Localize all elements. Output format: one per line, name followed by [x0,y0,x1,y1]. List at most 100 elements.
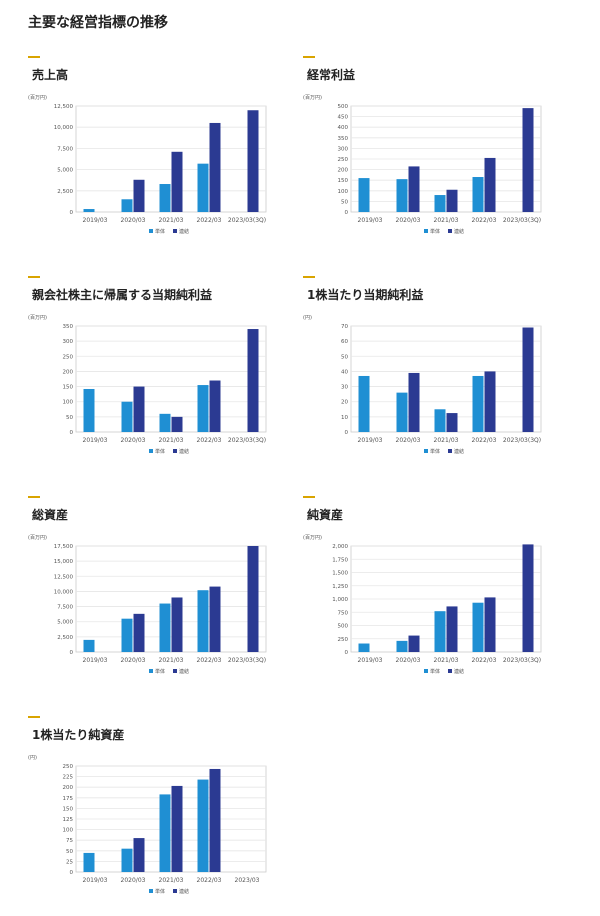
x-tick-label: 2022/03 [197,437,222,444]
y-tick-label: 7,500 [57,605,73,611]
y-tick-label: 50 [341,199,348,205]
unit-label: (百万円) [303,535,322,541]
bar-chart: 0 2,500 5,000 7,500 10,000 12,500 2019/03 2020/… [54,104,267,235]
legend-label: 連結 [179,888,189,895]
legend-swatch [173,449,177,453]
y-tick-label: 12,500 [54,574,74,580]
y-tick-label: 150 [63,806,74,812]
bar-tantai [472,602,484,652]
y-tick-label: 150 [338,178,349,184]
bar-chart: 0 50 100 150 200 250 300 350 400 450 500 2019/03 202… [338,104,542,235]
y-tick-label: 125 [63,817,74,823]
y-tick-label: 300 [63,339,74,345]
legend-swatch [173,889,177,893]
x-tick-label: 2020/03 [121,657,146,664]
bar-tantai [472,177,484,212]
bar-chart: 0 10 20 30 40 50 60 70 2019/03 2020/03 2021/03 2022… [341,324,542,455]
bar-tantai [83,388,95,432]
bar-tantai [159,603,171,652]
y-tick-label: 2,500 [57,635,73,641]
bar-renketsu [408,372,420,432]
bar-chart: 0 50 100 150 200 250 300 350 2019/03 2020/03 2021/… [63,324,267,455]
x-tick-label: 2020/03 [121,217,146,224]
legend-swatch [149,229,153,233]
y-tick-label: 2,000 [332,544,348,550]
unit-label: (百万円) [28,95,47,101]
bar-tantai [358,643,370,652]
page-title: 主要な経営指標の推移 [28,15,168,31]
y-tick-label: 450 [338,115,349,121]
x-tick-label: 2023/03(3Q) [503,217,541,224]
legend-swatch [424,229,428,233]
y-tick-label: 100 [63,828,74,834]
bar-renketsu [133,179,145,212]
y-tick-label: 175 [63,796,74,802]
bar-renketsu [171,151,183,212]
legend-swatch [149,889,153,893]
legend-label: 単体 [155,448,165,455]
legend-label: 単体 [155,888,165,895]
chart-title: 売上高 [32,68,69,82]
legend-label: 単体 [430,228,440,235]
bar-tantai [159,794,171,872]
bar-chart: 0 2,500 5,000 7,500 10,000 12,500 15,000 17,500… [54,544,267,675]
y-tick-label: 20 [341,400,348,406]
unit-label: (百万円) [303,95,322,101]
x-tick-label: 2021/03 [434,657,459,664]
y-tick-label: 50 [66,415,73,421]
y-tick-label: 250 [63,764,74,770]
legend-swatch [424,449,428,453]
x-tick-label: 2019/03 [83,217,108,224]
bar-chart: 0 25 50 75 100 125 150 175 200 225 250 2019/03 2020/… [63,764,267,895]
bar-renketsu [446,606,458,652]
legend-swatch [424,669,428,673]
bar-renketsu [171,785,183,872]
x-tick-label: 2022/03 [197,657,222,664]
y-tick-label: 50 [66,849,73,855]
y-tick-label: 12,500 [54,104,74,110]
bar-tantai [396,179,408,212]
y-tick-label: 5,000 [57,620,73,626]
y-tick-label: 10,000 [54,125,74,131]
bar-tantai [358,178,370,212]
bar-tantai [121,618,133,652]
y-tick-label: 750 [338,610,349,616]
y-tick-label: 15,000 [54,559,74,565]
y-tick-label: 25 [66,859,73,865]
bar-chart: 0 250 500 750 1,000 1,250 1,500 1,750 2,000 2019/… [332,544,542,675]
x-tick-label: 2019/03 [358,217,383,224]
chart-panel-4: 総資産 (百万円) 0 2,500 5,000 7,500 10,000 12,500 15… [28,496,278,696]
legend-swatch [173,229,177,233]
bar-tantai [121,848,133,872]
legend-swatch [149,669,153,673]
bar-tantai [83,639,95,652]
chart-title: 純資産 [307,508,344,522]
y-tick-label: 100 [338,189,349,195]
unit-label: (百万円) [28,315,47,321]
chart-title: 経常利益 [307,68,356,82]
x-tick-label: 2019/03 [358,437,383,444]
x-tick-label: 2020/03 [121,437,146,444]
bar-tantai [434,409,446,432]
bar-renketsu [446,189,458,212]
x-tick-label: 2019/03 [358,657,383,664]
y-tick-label: 50 [341,354,348,360]
x-tick-label: 2020/03 [396,657,421,664]
bar-renketsu [209,768,221,872]
x-tick-label: 2022/03 [472,657,497,664]
bar-renketsu [133,613,145,652]
bar-renketsu [171,416,183,432]
y-tick-label: 0 [70,430,74,436]
plot-area [75,545,267,653]
y-tick-label: 200 [63,369,74,375]
bar-renketsu [484,371,496,432]
plot-area [75,105,267,213]
bar-renketsu [522,327,534,432]
bar-renketsu [408,635,420,652]
x-tick-label: 2021/03 [159,217,184,224]
y-tick-label: 500 [338,624,349,630]
chart-title: 親会社株主に帰属する当期純利益 [32,288,213,302]
chart-title: 総資産 [32,508,69,522]
bar-tantai [159,184,171,212]
y-tick-label: 1,250 [332,584,348,590]
